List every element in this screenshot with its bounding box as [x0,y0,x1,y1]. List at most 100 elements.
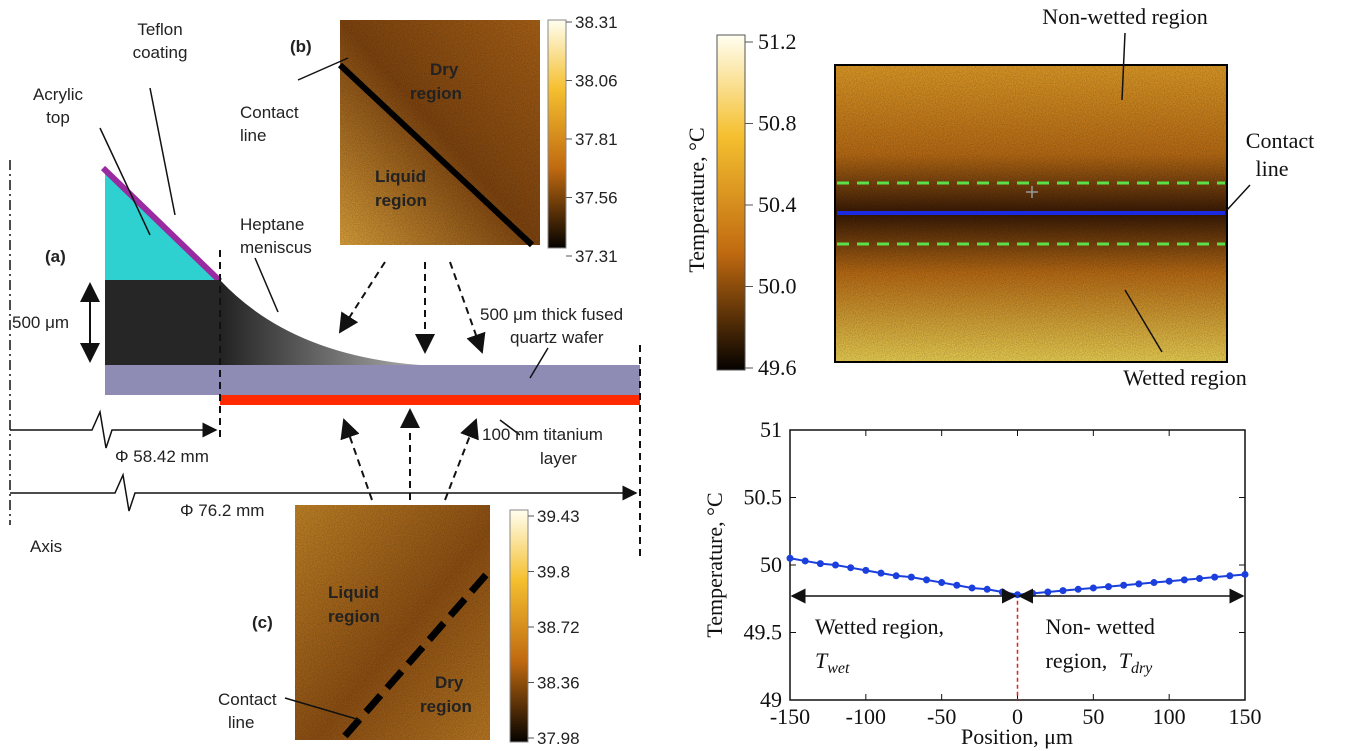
colorbar-tick-label: 37.31 [575,247,618,266]
label: Φ 58.42 mm [115,447,209,466]
leader [149,87,176,216]
cursor [1026,186,1038,198]
panel-b: (b) Contact line Dry region Liquid regio… [240,19,567,249]
y-tick-label: 49.5 [744,620,783,645]
data-point [1105,583,1112,591]
data-point [1211,573,1219,581]
colorbar-tick-label: 37.98 [537,729,580,748]
dimension-arrow [10,409,218,449]
data-point [1014,591,1021,599]
leader [1124,289,1163,353]
data-point [1059,587,1067,595]
colorbar-tick-label: 50.0 [758,274,797,299]
colorbar-tick-label: 39.8 [537,563,570,582]
label: Non-wetted region [1042,4,1208,29]
data-point [938,579,946,587]
data-point [983,585,991,593]
colorbar-tick-label: 39.43 [537,507,580,526]
data-point [923,576,930,584]
teflon-coating [100,165,223,284]
label: region [420,697,472,716]
annotation-part: wet [827,660,850,677]
image-noise [340,20,540,245]
thermal-map: Temperature, °C Non-wetted region Contac… [684,4,1314,390]
colorbar-tick-label: 49.6 [758,355,797,380]
data-point [998,588,1006,596]
contact-line [337,62,535,248]
data-point [907,573,915,581]
data-point [1180,576,1188,584]
data-point [1044,588,1052,596]
meniscus [220,280,420,365]
data-point [1165,577,1173,585]
colorbar-tick-label: 37.81 [575,130,618,149]
data-point [1135,580,1143,588]
panel-a: Teflon coating Acrylic top (a) Heptane m… [9,20,641,560]
panel-label: (c) [252,613,273,632]
label: region [375,191,427,210]
arrow [449,261,486,354]
label: 500 μm thick fused [480,305,623,324]
data-point [862,566,870,574]
label: meniscus [240,238,312,257]
annotation: region, Tdry [1046,648,1154,677]
colorbar [716,34,746,371]
annotation: Non- wetted [1046,614,1155,639]
label: top [46,108,70,127]
x-tick-label: 150 [1229,704,1262,729]
colorbar-tick-label: 38.36 [537,674,580,693]
label: line [1256,156,1289,181]
panel-label: (a) [45,247,66,266]
label: Heptane [240,215,304,234]
label: region [328,607,380,626]
y-tick-label: 50.5 [744,485,783,510]
colorbar-tick-label: 37.56 [575,189,618,208]
y-tick-label: 51 [760,417,782,442]
x-tick-label: -150 [770,704,810,729]
label: Contact [1246,128,1314,153]
leader [1226,184,1251,211]
data-point [847,564,855,572]
label: quartz wafer [510,328,604,347]
label: layer [540,449,577,468]
colorbar-tick-label: 38.72 [537,618,580,637]
data-point [953,581,961,589]
data-point [877,569,885,577]
annotation-part: T [815,648,829,673]
colorbar-tick-label: 38.31 [575,13,618,32]
label: Liquid [375,167,426,186]
label: Liquid [328,583,379,602]
label: Contact [240,103,299,122]
annotation-part: region, [1046,648,1113,673]
colorbar [547,19,567,249]
label: Wetted region [1123,365,1246,390]
leader [284,697,361,721]
data-point [816,560,824,568]
y-axis-label: Temperature, °C [702,492,727,637]
series-line [789,557,1246,596]
label: Teflon [137,20,182,39]
label: Axis [30,537,62,556]
data-point [801,557,809,565]
y-tick-label: 50 [760,552,782,577]
x-axis-label: Position, μm [961,724,1073,749]
colorbar-tick-label: 38.06 [575,72,618,91]
label: Φ 76.2 mm [180,501,264,520]
colorbar-tick-label: 50.4 [758,192,797,217]
data-point [892,572,900,580]
arrow [340,418,373,501]
annotation: Twet [815,648,850,677]
y-tick-label: 49 [760,687,782,712]
x-tick-label: 0 [1012,704,1023,729]
data-point [1074,585,1082,593]
annotation-part: dry [1131,660,1153,677]
colorbar-tick-label: 50.8 [758,111,797,136]
line-chart: Temperature, °C Position, μm 49 49.5 50 50.… [702,417,1262,749]
dimension-arrow [10,472,638,512]
label: 500 μm [12,313,69,332]
label: region [410,84,462,103]
x-tick-label: -50 [927,704,956,729]
arrow [338,261,386,334]
label: Dry [435,673,464,692]
data-point [1089,584,1097,592]
